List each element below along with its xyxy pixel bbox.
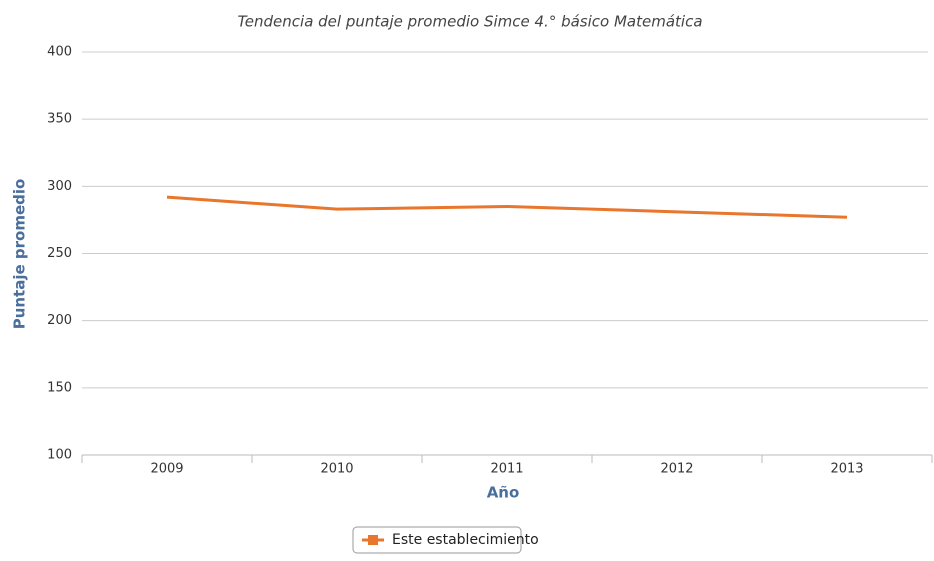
y-axis-label: Puntaje promedio — [11, 179, 29, 330]
y-tick-label: 300 — [47, 179, 72, 194]
x-tick-label: 2012 — [660, 462, 693, 477]
y-tick-label: 150 — [47, 380, 72, 395]
x-tick-label: 2009 — [150, 462, 183, 477]
legend-label: Este establecimiento — [392, 532, 539, 548]
x-tick-label: 2013 — [830, 462, 863, 477]
y-tick-label: 200 — [47, 313, 72, 328]
x-tick-label: 2010 — [320, 462, 353, 477]
y-tick-label: 100 — [47, 448, 72, 463]
x-axis-label: Año — [487, 484, 520, 502]
y-tick-label: 350 — [47, 112, 72, 127]
legend-symbol — [368, 535, 378, 545]
x-tick-label: 2011 — [490, 462, 523, 477]
y-tick-label: 400 — [47, 45, 72, 60]
series-line — [166, 195, 848, 219]
chart-title: Tendencia del puntaje promedio Simce 4.°… — [237, 13, 702, 31]
y-tick-label: 250 — [47, 246, 72, 261]
legend-box — [352, 526, 522, 554]
